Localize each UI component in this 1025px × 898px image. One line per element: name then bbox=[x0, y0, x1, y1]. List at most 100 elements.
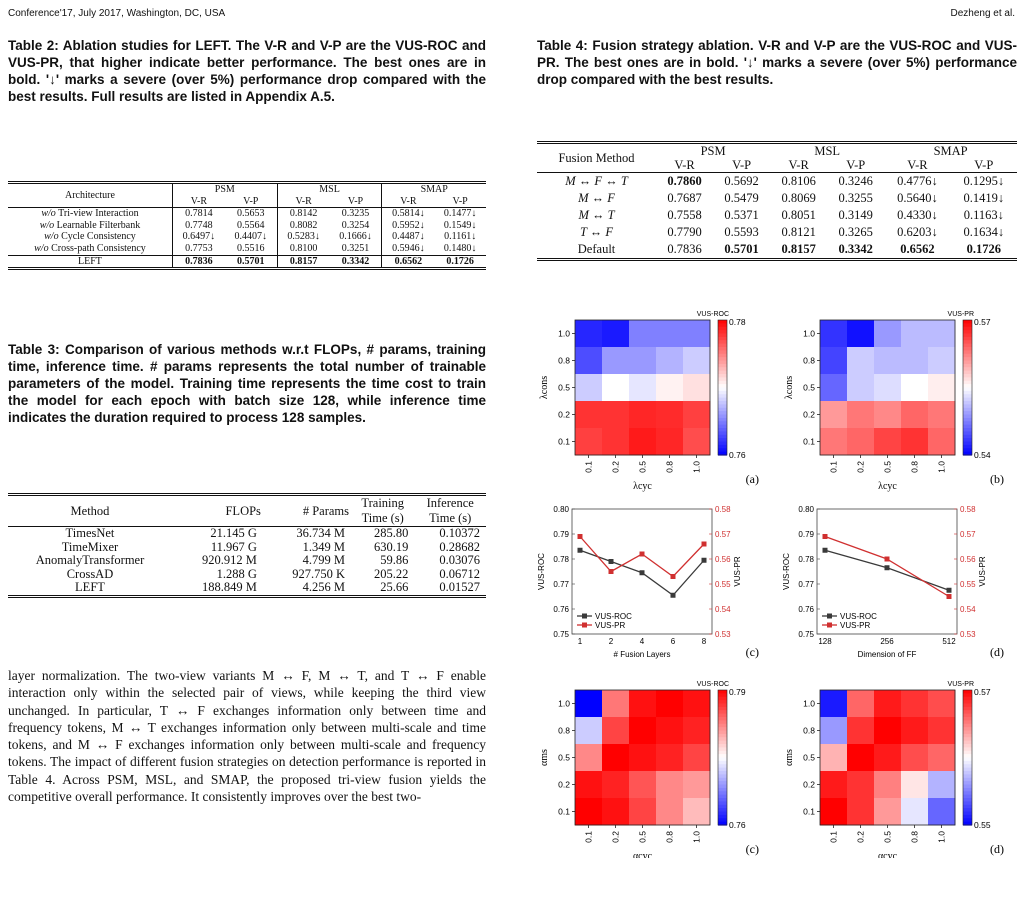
colorbar-segment bbox=[718, 401, 727, 405]
x-tick-label: 0.1 bbox=[829, 461, 839, 473]
heatmap-cell bbox=[874, 798, 902, 826]
heatmap-cell bbox=[820, 374, 848, 402]
y-right-axis-label: VUS-PR bbox=[978, 556, 987, 586]
table2-cell: 0.8100 bbox=[276, 242, 330, 256]
heatmap-cell bbox=[928, 690, 956, 718]
y-tick-label: 0.5 bbox=[803, 383, 815, 393]
x-tick-label: 2 bbox=[609, 637, 614, 646]
heatmap-cell bbox=[575, 401, 603, 429]
table3-cell-train: 59.86 bbox=[380, 553, 409, 567]
colorbar-segment bbox=[963, 434, 972, 439]
colorbar-segment bbox=[963, 444, 972, 449]
x-tick-label: 0.1 bbox=[584, 831, 594, 843]
colorbar-segment bbox=[963, 777, 972, 782]
x-tick-label: 1.0 bbox=[692, 461, 702, 473]
colorbar-segment bbox=[963, 401, 972, 405]
plot-frame bbox=[571, 508, 713, 635]
colorbar-segment bbox=[718, 727, 727, 732]
heatmap-cell bbox=[683, 717, 711, 745]
colorbar-segment bbox=[718, 448, 727, 453]
colorbar-segment bbox=[718, 333, 727, 338]
y-axis-label: λcons bbox=[784, 376, 795, 399]
x-tick-label: 0.5 bbox=[638, 461, 648, 473]
y-tick-label: 0.8 bbox=[803, 356, 815, 366]
table2-cell: 0.5564 bbox=[237, 219, 265, 231]
table3-cell-params: 927.750 K bbox=[292, 566, 346, 581]
colorbar-segment bbox=[718, 814, 727, 819]
colorbar-max-label: 0.57 bbox=[974, 317, 991, 327]
table2-cell: 0.7753 bbox=[171, 242, 225, 256]
series-point bbox=[670, 574, 676, 579]
colorbar-segment bbox=[718, 374, 727, 378]
x-tick-label: 4 bbox=[640, 637, 645, 646]
series-point bbox=[701, 557, 707, 563]
colorbar-segment bbox=[718, 771, 727, 775]
heatmap-panel: 1.0 0.8 0.5 0.2 0.1 0.1 0.2 0.5 0.8 1.0 αcyc αms 0.7… bbox=[539, 681, 759, 862]
colorbar-frame bbox=[962, 689, 973, 826]
table3-cell-flops: 1.288 G bbox=[216, 566, 257, 581]
colorbar-segment bbox=[718, 343, 727, 348]
heatmap-cell bbox=[820, 690, 848, 718]
heatmap-cell bbox=[847, 320, 875, 348]
table2-cell: 0.8157 bbox=[276, 255, 330, 269]
heatmap-cell bbox=[683, 320, 711, 348]
table4-subheader: V-R bbox=[788, 158, 809, 172]
colorbar-segment bbox=[963, 384, 972, 389]
colorbar-segment bbox=[963, 370, 972, 375]
colorbar-segment bbox=[718, 723, 727, 728]
heatmap-cell bbox=[847, 428, 875, 456]
y-right-tick-label: 0.54 bbox=[715, 605, 731, 614]
heatmap-cell bbox=[629, 690, 657, 718]
y-tick-label: 0.79 bbox=[553, 530, 569, 539]
heatmap-cell bbox=[874, 690, 902, 718]
table2-dataset-psm: PSM bbox=[171, 182, 278, 196]
y-axis-label: VUS-ROC bbox=[782, 553, 791, 590]
colorbar-segment bbox=[963, 710, 972, 715]
colorbar-segment bbox=[718, 323, 727, 328]
colorbar-frame bbox=[717, 689, 728, 826]
heatmap-cell bbox=[928, 771, 956, 799]
colorbar-segment bbox=[718, 754, 727, 759]
table3-cell-train: 25.66 bbox=[380, 580, 409, 594]
table2-cell: 0.3235 bbox=[341, 208, 370, 220]
heatmap-cell bbox=[575, 798, 603, 826]
heatmap-cell bbox=[629, 320, 657, 348]
table2-cell: 0.5653 bbox=[237, 208, 265, 220]
colorbar-segment bbox=[963, 747, 972, 752]
table3-cell-params: 1.349 M bbox=[302, 539, 346, 554]
colorbar-segment bbox=[718, 733, 727, 738]
table4-cell: 0.4330↓ bbox=[897, 208, 938, 222]
colorbar-segment bbox=[718, 767, 727, 772]
table-row: M ↔ F ↔ T 0.7860 0.5692 0.8106 0.3246 0.4776↓… bbox=[537, 173, 1017, 191]
heatmap-cell bbox=[656, 717, 684, 745]
colorbar-segment bbox=[718, 700, 727, 705]
colorbar-segment bbox=[718, 740, 727, 745]
colorbar-segment bbox=[718, 760, 727, 765]
y-tick-label: 0.1 bbox=[803, 437, 815, 447]
y-right-tick-label: 0.58 bbox=[715, 505, 731, 514]
legend-marker bbox=[582, 613, 587, 619]
table4-dataset-smap: SMAP bbox=[933, 144, 968, 158]
heatmap-cell bbox=[820, 744, 848, 772]
heatmap-cell bbox=[847, 798, 875, 826]
colorbar-segment bbox=[963, 390, 972, 395]
y-tick-label: 0.75 bbox=[553, 630, 569, 639]
colorbar-min-label: 0.55 bbox=[974, 820, 991, 830]
colorbar-segment bbox=[963, 744, 972, 748]
table4-cell: 0.5479 bbox=[724, 191, 759, 205]
x-tick-label: 0.8 bbox=[910, 461, 920, 473]
colorbar-segment bbox=[718, 347, 727, 351]
heatmap-cell bbox=[847, 771, 875, 799]
table3-cell-flops: 21.145 G bbox=[210, 526, 257, 540]
colorbar-segment bbox=[963, 374, 972, 378]
heatmap-cell bbox=[602, 428, 630, 456]
colorbar-title: VUS-ROC bbox=[697, 311, 729, 318]
heatmap-cell bbox=[820, 347, 848, 375]
heatmap-cell bbox=[629, 717, 657, 745]
table4-cell: 0.5371 bbox=[724, 208, 759, 222]
y-tick-label: 0.1 bbox=[803, 807, 815, 817]
x-tick-label: 256 bbox=[880, 637, 894, 646]
colorbar-segment bbox=[963, 723, 972, 728]
heatmap-cell bbox=[629, 428, 657, 456]
heatmap-cell bbox=[602, 347, 630, 375]
